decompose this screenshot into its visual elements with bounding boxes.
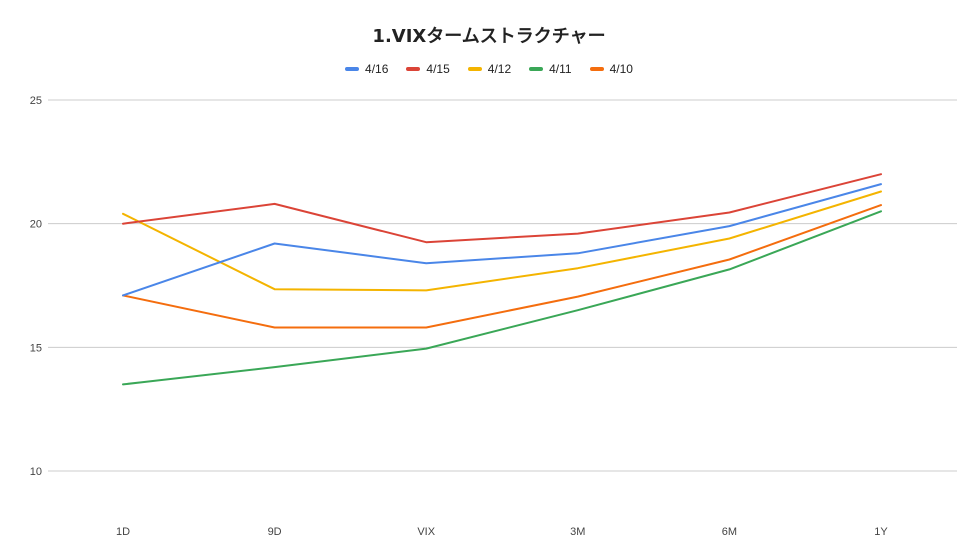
y-tick-label: 10 [30,466,42,478]
series-line-4-12 [122,190,882,292]
legend-label: 4/10 [609,62,633,76]
x-tick-label: VIX [417,526,435,538]
legend-label: 4/16 [365,62,389,76]
legend-swatch [529,67,544,71]
series-line-4-16 [122,183,882,297]
legend-item[interactable]: 4/10 [589,62,633,76]
x-tick-label: 1Y [874,526,888,538]
legend-swatch [345,67,360,71]
chart-title: 1.VIXタームストラクチャー [372,26,606,47]
x-tick-label: 6M [722,526,737,538]
legend-swatch [406,67,421,71]
legend-item[interactable]: 4/12 [467,62,512,76]
series-line-4-11 [122,210,882,386]
legend-label: 4/12 [487,62,512,76]
y-tick-label: 25 [30,95,42,107]
legend-label: 4/15 [426,62,450,76]
y-tick-label: 15 [30,342,42,354]
legend-swatch [467,67,482,71]
legend-swatch [589,67,604,71]
series-line-4-10 [122,204,882,329]
series-line-4-15 [122,173,882,244]
x-tick-label: 3M [570,526,585,538]
legend-item[interactable]: 4/11 [529,62,572,76]
legend-item[interactable]: 4/15 [406,62,450,76]
x-tick-label: 9D [268,526,282,538]
y-tick-label: 20 [30,219,42,231]
legend-label: 4/11 [549,62,572,76]
legend: 4/16 4/15 4/12 4/11 4/10 [0,62,978,76]
legend-item[interactable]: 4/16 [345,62,388,76]
x-tick-label: 1D [116,526,130,538]
